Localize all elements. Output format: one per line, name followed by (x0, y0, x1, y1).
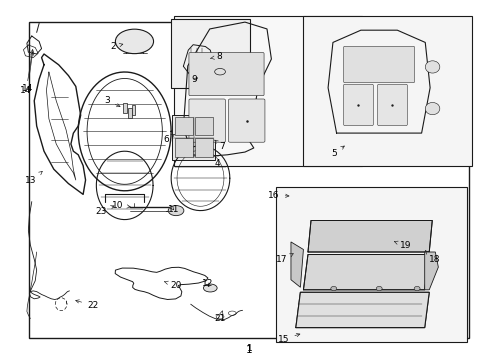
Text: 4: 4 (214, 159, 220, 168)
Text: 14: 14 (22, 52, 34, 93)
Circle shape (375, 287, 382, 291)
Ellipse shape (214, 68, 225, 75)
Bar (122, 103, 126, 113)
Text: 13: 13 (25, 171, 42, 185)
Ellipse shape (203, 284, 217, 292)
Text: 10: 10 (111, 201, 130, 210)
Circle shape (413, 287, 419, 291)
Polygon shape (424, 252, 437, 290)
Bar (175, 117, 193, 135)
Bar (194, 138, 212, 157)
Circle shape (330, 287, 336, 291)
Text: 20: 20 (164, 281, 181, 289)
Ellipse shape (425, 61, 439, 73)
Bar (173, 16, 361, 166)
Text: 5: 5 (331, 146, 344, 158)
Polygon shape (307, 220, 431, 252)
Text: 6: 6 (163, 134, 174, 144)
FancyBboxPatch shape (343, 46, 414, 83)
Text: 17: 17 (275, 254, 293, 264)
Text: 7: 7 (214, 140, 224, 150)
FancyBboxPatch shape (228, 99, 264, 142)
FancyBboxPatch shape (188, 99, 225, 142)
Text: 21: 21 (214, 311, 225, 323)
Polygon shape (295, 292, 428, 328)
Ellipse shape (425, 103, 439, 115)
FancyBboxPatch shape (377, 84, 407, 126)
Bar (175, 138, 193, 157)
Bar (171, 19, 250, 88)
Ellipse shape (115, 29, 153, 54)
Text: 1: 1 (246, 344, 252, 353)
Text: 18: 18 (425, 251, 440, 264)
Bar (303, 16, 471, 166)
Bar (127, 108, 131, 118)
Text: 15: 15 (277, 333, 299, 343)
Text: 14: 14 (20, 50, 34, 95)
Bar (194, 117, 212, 135)
Text: 8: 8 (210, 52, 222, 61)
Text: 1: 1 (245, 345, 252, 355)
Text: 3: 3 (104, 96, 120, 107)
Bar (276, 187, 466, 342)
Polygon shape (290, 242, 303, 287)
Bar (131, 105, 135, 115)
Text: 12: 12 (201, 279, 212, 288)
Text: 9: 9 (191, 76, 197, 85)
FancyBboxPatch shape (188, 53, 264, 96)
Text: 22: 22 (76, 300, 98, 310)
Text: 16: 16 (267, 191, 288, 199)
Text: 19: 19 (393, 241, 411, 250)
Polygon shape (303, 255, 428, 290)
Bar (172, 115, 215, 160)
Text: 23: 23 (95, 206, 114, 216)
Text: 11: 11 (167, 205, 179, 214)
Ellipse shape (168, 206, 183, 216)
Text: 2: 2 (110, 42, 122, 51)
FancyBboxPatch shape (343, 84, 372, 126)
Bar (29, 22, 468, 338)
